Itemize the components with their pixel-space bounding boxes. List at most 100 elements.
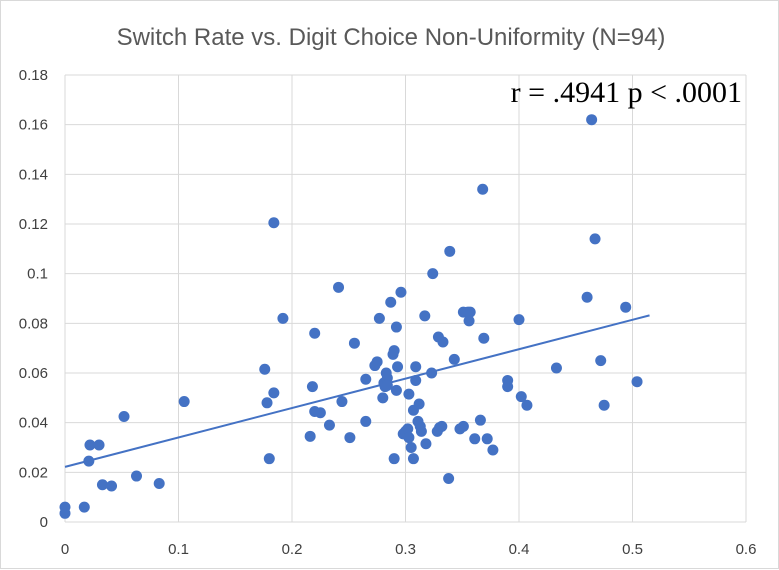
data-point: [589, 233, 601, 245]
y-tick-label: 0: [40, 514, 48, 531]
data-point: [261, 397, 273, 409]
data-point: [323, 419, 335, 431]
data-point: [304, 430, 316, 442]
data-point: [415, 425, 427, 437]
y-tick-label: 0.06: [19, 365, 48, 382]
data-point: [178, 396, 190, 408]
data-point: [474, 414, 486, 426]
data-point: [153, 478, 165, 490]
data-point: [444, 245, 456, 257]
data-point: [392, 361, 404, 373]
data-point: [426, 367, 438, 379]
data-point: [268, 217, 280, 229]
data-point: [515, 391, 527, 403]
x-tick-label: 0.5: [622, 541, 643, 558]
data-point: [478, 332, 490, 344]
data-point: [106, 480, 118, 492]
data-point: [371, 356, 383, 368]
data-point: [96, 479, 108, 491]
data-point: [390, 321, 402, 333]
data-point: [360, 373, 372, 385]
data-point: [502, 381, 514, 393]
data-point: [385, 296, 397, 308]
data-point: [402, 423, 414, 435]
data-point: [277, 312, 289, 324]
data-point: [306, 381, 318, 393]
data-point: [309, 327, 321, 339]
data-point: [448, 353, 460, 365]
data-point: [381, 379, 393, 391]
y-tick-label: 0.1: [27, 266, 48, 283]
x-tick-label: 0: [61, 541, 69, 558]
data-point: [550, 362, 562, 374]
data-point: [377, 392, 389, 404]
data-point: [437, 336, 449, 348]
x-tick-label: 0.1: [168, 541, 189, 558]
x-tick-label: 0.4: [509, 541, 530, 558]
data-point: [521, 399, 533, 411]
trendline-group: [64, 314, 650, 468]
data-point: [333, 281, 345, 293]
data-point: [388, 453, 400, 465]
chart-title: Switch Rate vs. Digit Choice Non-Uniform…: [117, 24, 666, 51]
x-tick-labels: 0 0.1 0.2 0.3 0.4 0.5 0.6: [61, 541, 757, 558]
data-point: [464, 306, 476, 318]
data-point: [436, 420, 448, 432]
data-point: [373, 312, 385, 324]
data-point: [403, 432, 415, 444]
y-tick-label: 0.02: [19, 464, 48, 481]
data-point: [419, 310, 431, 322]
y-tick-label: 0.04: [19, 415, 48, 432]
data-point: [477, 183, 489, 195]
data-point: [388, 345, 400, 357]
data-point: [93, 439, 105, 451]
x-tick-label: 0.6: [736, 541, 757, 558]
data-point: [314, 407, 326, 419]
data-point: [410, 374, 422, 386]
data-points: [59, 114, 643, 519]
y-tick-label: 0.12: [19, 216, 48, 233]
data-point: [348, 337, 360, 349]
data-point: [390, 384, 402, 396]
data-point: [84, 439, 96, 451]
data-point: [395, 286, 407, 298]
data-point: [427, 268, 439, 280]
trendline: [64, 314, 650, 468]
data-point: [59, 507, 71, 519]
data-point: [420, 438, 432, 450]
data-point: [513, 314, 525, 326]
data-point: [78, 501, 90, 513]
data-point: [83, 455, 95, 467]
x-tick-label: 0.2: [282, 541, 303, 558]
y-tick-labels: 0 0.02 0.04 0.06 0.08 0.1 0.12 0.14 0.16 0.18: [19, 67, 48, 531]
data-point: [620, 301, 632, 313]
data-point: [581, 291, 593, 303]
data-point: [336, 396, 348, 408]
correlation-annotation: r = .4941 p < .0001: [511, 76, 742, 109]
data-point: [463, 315, 475, 327]
data-point: [360, 415, 372, 427]
data-point: [131, 470, 143, 482]
data-point: [481, 433, 493, 445]
y-tick-label: 0.14: [19, 166, 48, 183]
data-point: [631, 376, 643, 388]
data-point: [263, 453, 275, 465]
data-point: [407, 453, 419, 465]
data-point: [344, 432, 356, 444]
y-tick-label: 0.08: [19, 315, 48, 332]
data-point: [259, 363, 271, 375]
x-tick-label: 0.3: [395, 541, 416, 558]
data-point: [469, 433, 481, 445]
data-point: [457, 420, 469, 432]
data-point: [268, 387, 280, 399]
grid-lines: [64, 74, 747, 523]
data-point: [586, 114, 598, 126]
y-tick-label: 0.18: [19, 67, 48, 84]
data-point: [413, 398, 425, 410]
data-point: [598, 399, 610, 411]
data-point: [410, 361, 422, 373]
data-point: [443, 473, 455, 485]
data-point: [405, 442, 417, 453]
